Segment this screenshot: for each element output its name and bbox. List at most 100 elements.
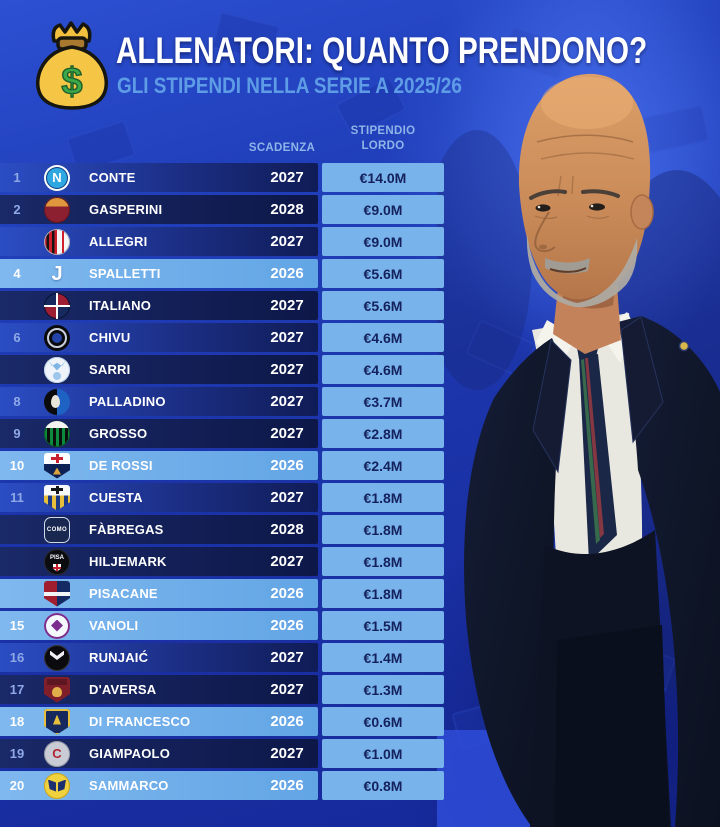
salary-cell: €1.0M [322, 739, 444, 768]
coach-name: DI FRANCESCO [89, 714, 191, 729]
table-row-main: 11 CUESTA 2027 [0, 483, 318, 512]
team-crest-icon-roma [44, 196, 70, 223]
coach-name: GROSSO [89, 426, 148, 441]
table-row: PISA HILJEMARK 2027 €1.8M [0, 547, 444, 576]
crest-detail [53, 563, 61, 572]
salary-cell: €1.8M [322, 515, 444, 544]
contract-expiry: 2027 [270, 425, 304, 442]
table-row-main: 18 DI FRANCESCO 2026 [0, 707, 318, 736]
team-logo [34, 388, 80, 415]
table-row-main: ITALIANO 2027 [0, 291, 318, 320]
team-crest-icon-inter [44, 324, 70, 351]
coach-name: ALLEGRI [89, 234, 148, 249]
team-crest-icon-pisa: PISA [44, 548, 70, 575]
coach-name: FÀBREGAS [89, 522, 164, 537]
rank-label: 16 [9, 650, 25, 665]
salary-cell: €0.8M [322, 771, 444, 800]
table-row-main: COMO FÀBREGAS 2028 [0, 515, 318, 544]
contract-expiry: 2026 [270, 457, 304, 474]
salary-cell: €5.6M [322, 291, 444, 320]
contract-expiry: 2027 [270, 233, 304, 250]
crest-text: PISA [49, 554, 64, 561]
column-header-stipendio-line1: STIPENDIO [350, 125, 416, 137]
contract-expiry: 2027 [270, 553, 304, 570]
team-crest-icon-fiorentina [44, 612, 70, 639]
salary-cell: €1.3M [322, 675, 444, 704]
crest-text: C [52, 746, 62, 761]
team-crest-icon-udinese [44, 644, 70, 671]
money-bag-icon: $ [36, 21, 108, 110]
coach-name: PISACANE [89, 586, 158, 601]
rank-label: 10 [9, 458, 25, 473]
contract-expiry: 2027 [270, 169, 304, 186]
rank-label: 18 [9, 714, 25, 729]
contract-expiry: 2027 [270, 297, 304, 314]
table-row: ITALIANO 2027 €5.6M [0, 291, 444, 320]
team-logo [34, 676, 80, 703]
table-row-main: 6 CHIVU 2027 [0, 323, 318, 352]
contract-expiry: 2027 [270, 329, 304, 346]
rank-label: 11 [10, 490, 24, 505]
team-crest-icon-cremonese: C [44, 740, 70, 767]
table-row: 17 D'AVERSA 2027 €1.3M [0, 675, 444, 704]
rank-label: 17 [9, 682, 25, 697]
team-logo [34, 772, 80, 799]
coach-name: CHIVU [89, 330, 131, 345]
salary-cell: €9.0M [322, 195, 444, 224]
contract-expiry: 2026 [270, 713, 304, 730]
team-crest-icon-sassuolo [44, 420, 70, 447]
table-row-main: 17 D'AVERSA 2027 [0, 675, 318, 704]
rank-label: 6 [13, 330, 21, 345]
rank-label: 2 [13, 202, 21, 217]
column-header-stipendio-line2: LORDO [361, 139, 405, 152]
team-logo [34, 612, 80, 639]
coach-name: GIAMPAOLO [89, 746, 170, 761]
table-row: ALLEGRI 2027 €9.0M [0, 227, 444, 256]
contract-expiry: 2027 [270, 489, 304, 506]
contract-expiry: 2027 [270, 681, 304, 698]
table-row: SARRI 2027 €4.6M [0, 355, 444, 384]
team-crest-icon-napoli: N [44, 164, 70, 191]
coach-name: SPALLETTI [89, 266, 161, 281]
team-logo: N [34, 164, 80, 191]
team-logo [34, 196, 80, 223]
salary-table-rows: 1 N CONTE 2027 €14.0M 2 GASPERINI 2028 €… [0, 163, 444, 803]
coach-name: SAMMARCO [89, 778, 169, 793]
team-logo: J [34, 261, 80, 287]
dollar-glyph: $ [61, 61, 82, 103]
crest-text: J [51, 262, 63, 285]
tie [579, 354, 617, 562]
rank-label: 1 [13, 170, 21, 185]
contract-expiry: 2026 [270, 585, 304, 602]
coach-name: CUESTA [89, 490, 143, 505]
table-row-main: 16 RUNJAIĆ 2027 [0, 643, 318, 672]
rank-label: 20 [9, 778, 25, 793]
table-row-main: 8 PALLADINO 2027 [0, 387, 318, 416]
table-row: 1 N CONTE 2027 €14.0M [0, 163, 444, 192]
team-crest-icon-lecce [44, 708, 70, 735]
team-logo [34, 420, 80, 447]
coach-name: RUNJAIĆ [89, 650, 149, 665]
coach-name: CONTE [89, 170, 136, 185]
table-row: PISACANE 2026 €1.8M [0, 579, 444, 608]
coach-name: HILJEMARK [89, 554, 167, 569]
team-logo [34, 452, 80, 479]
team-logo [34, 324, 80, 351]
crest-text: N [52, 170, 62, 185]
team-logo [34, 484, 80, 511]
table-row: 19 C GIAMPAOLO 2027 €1.0M [0, 739, 444, 768]
rank-label: 8 [13, 394, 21, 409]
team-crest-icon-cagliari [44, 580, 70, 607]
table-row-main: 4 J SPALLETTI 2026 [0, 259, 318, 288]
salary-cell: €2.8M [322, 419, 444, 448]
contract-expiry: 2026 [270, 777, 304, 794]
table-row: 4 J SPALLETTI 2026 €5.6M [0, 259, 444, 288]
team-logo [34, 644, 80, 671]
contract-expiry: 2027 [270, 649, 304, 666]
coach-photo [437, 0, 720, 827]
contract-expiry: 2026 [270, 617, 304, 634]
table-row: 2 GASPERINI 2028 €9.0M [0, 195, 444, 224]
contract-expiry: 2027 [270, 361, 304, 378]
contract-expiry: 2027 [270, 745, 304, 762]
page-subtitle: GLI STIPENDI NELLA SERIE A 2025/26 [117, 73, 462, 98]
